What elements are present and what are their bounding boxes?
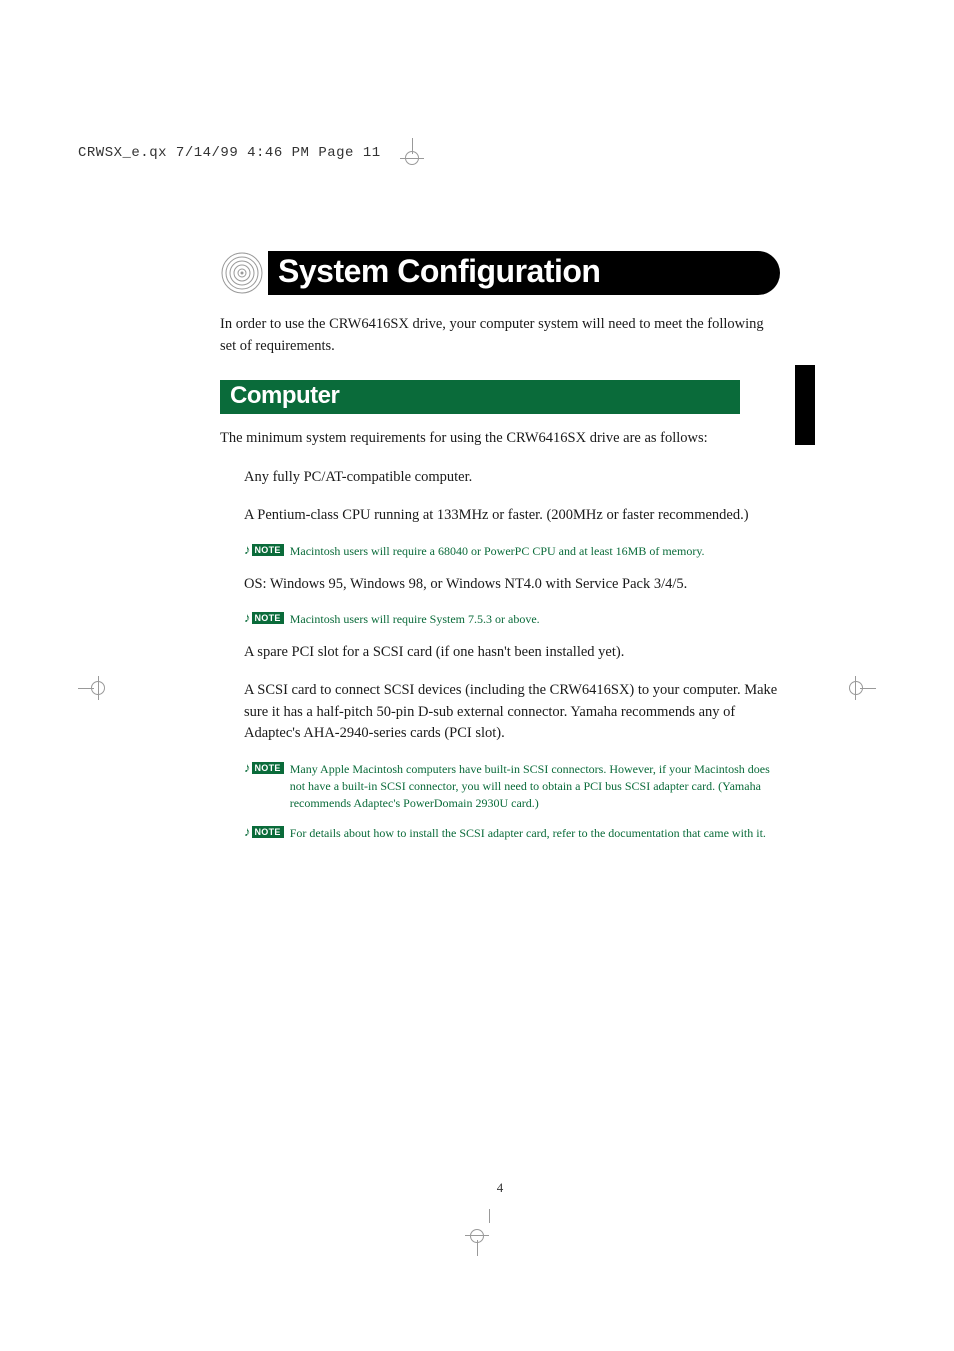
crop-mark-left — [78, 668, 118, 708]
page-edge-tab — [795, 365, 815, 445]
note-music-icon: ♪ — [244, 760, 251, 776]
crop-mark-right — [836, 668, 876, 708]
requirements-list: Any fully PC/AT-compatible computer. A Pe… — [220, 467, 780, 842]
note-item: ♪NOTE Macintosh users will require a 6804… — [244, 543, 780, 560]
section-lead: The minimum system requirements for usin… — [220, 428, 780, 450]
note-badge: ♪NOTE — [244, 825, 284, 839]
note-label: NOTE — [252, 612, 284, 624]
note-text: Macintosh users will require System 7.5.… — [290, 611, 540, 628]
note-badge: ♪NOTE — [244, 611, 284, 625]
note-text: Many Apple Macintosh computers have buil… — [290, 761, 780, 811]
note-music-icon: ♪ — [244, 824, 251, 840]
section-heading: Computer — [220, 380, 740, 414]
note-music-icon: ♪ — [244, 542, 251, 558]
page-title-ribbon: System Configuration — [220, 250, 780, 296]
spiral-icon — [220, 251, 264, 295]
crop-mark-top — [392, 138, 432, 178]
page-number: 4 — [497, 1180, 504, 1196]
requirement-item: A spare PCI slot for a SCSI card (if one… — [244, 642, 780, 664]
note-text: Macintosh users will require a 68040 or … — [290, 543, 705, 560]
note-badge: ♪NOTE — [244, 761, 284, 775]
note-badge: ♪NOTE — [244, 543, 284, 557]
crop-mark-bottom — [457, 1216, 497, 1256]
note-label: NOTE — [252, 762, 284, 774]
note-item: ♪NOTE Many Apple Macintosh computers have… — [244, 761, 780, 811]
intro-paragraph: In order to use the CRW6416SX drive, you… — [220, 314, 780, 358]
requirement-item: A SCSI card to connect SCSI devices (inc… — [244, 680, 780, 745]
requirement-item: OS: Windows 95, Windows 98, or Windows N… — [244, 574, 780, 596]
note-text: For details about how to install the SCS… — [290, 825, 766, 842]
requirement-item: Any fully PC/AT-compatible computer. — [244, 467, 780, 489]
note-item: ♪NOTE For details about how to install th… — [244, 825, 780, 842]
note-item: ♪NOTE Macintosh users will require System… — [244, 611, 780, 628]
note-label: NOTE — [252, 544, 284, 556]
requirement-item: A Pentium-class CPU running at 133MHz or… — [244, 505, 780, 527]
page-content: System Configuration In order to use the… — [220, 250, 780, 856]
note-music-icon: ♪ — [244, 610, 251, 626]
print-header: CRWSX_e.qx 7/14/99 4:46 PM Page 11 — [78, 145, 381, 161]
page-title: System Configuration — [268, 251, 780, 295]
note-label: NOTE — [252, 826, 284, 838]
